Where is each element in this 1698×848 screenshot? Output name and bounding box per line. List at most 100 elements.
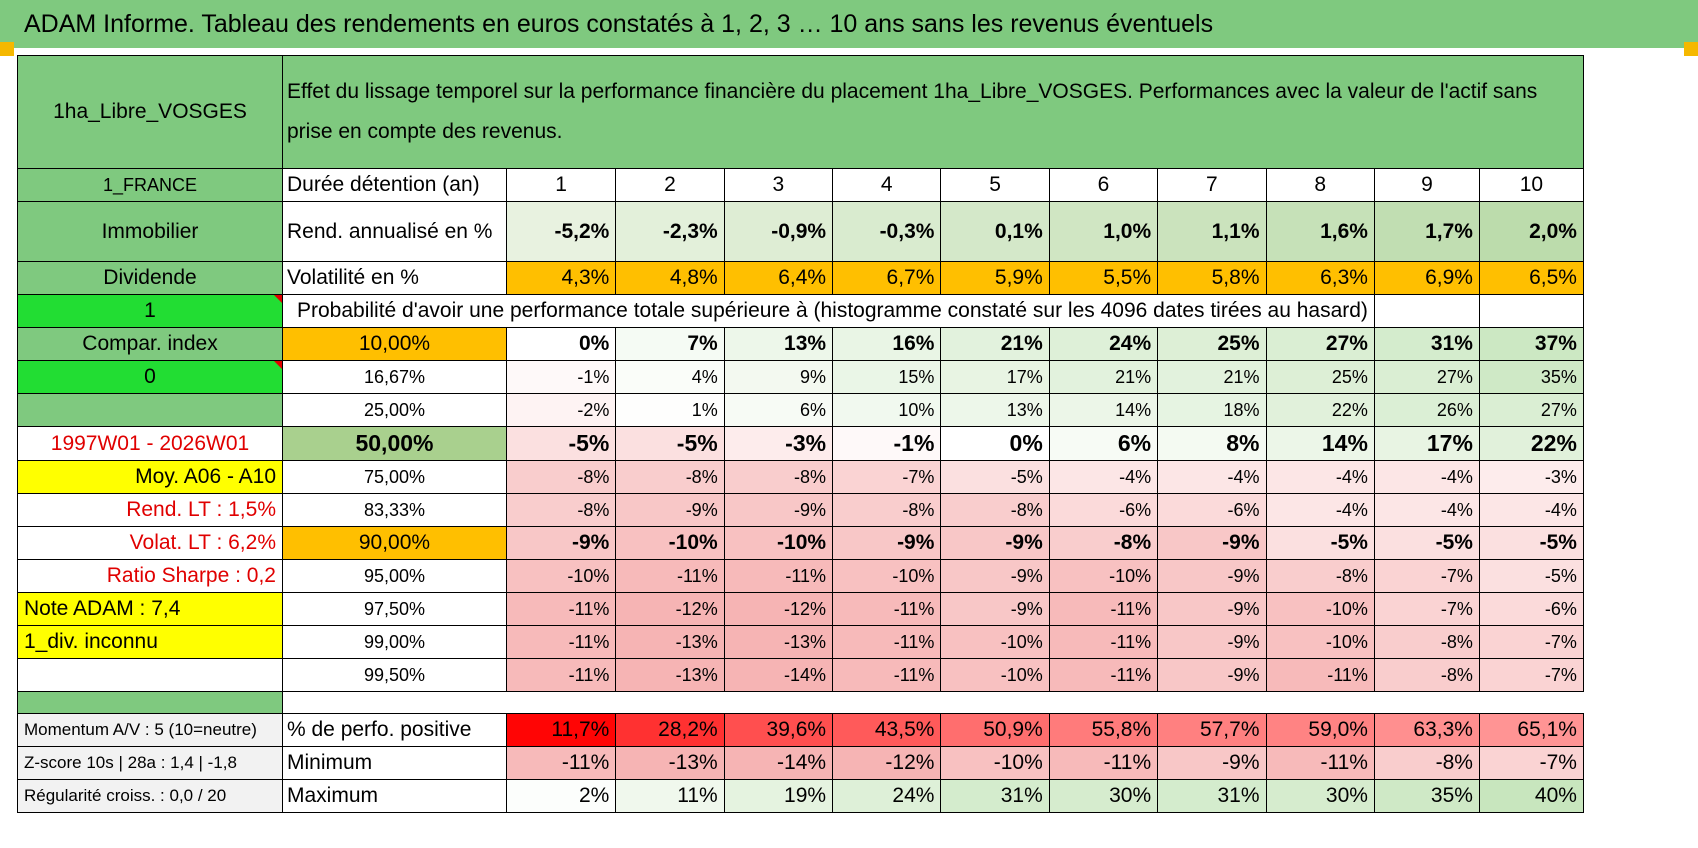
quantile-value: -8%	[940, 493, 1050, 527]
volat-lt-cell: Volat. LT : 6,2%	[17, 526, 283, 560]
year-cell: 6	[1048, 168, 1159, 202]
spacer-gap	[282, 691, 1584, 714]
quantile-value: -2%	[505, 393, 617, 427]
quantile-value: 13%	[940, 393, 1050, 427]
probability-caption-row: 1 Probabilité d'avoir une performance to…	[17, 294, 1584, 328]
pct_pos-value: 59,0%	[1265, 713, 1375, 747]
rend-value: -0,3%	[832, 201, 942, 262]
quantile-value: -8%	[1265, 559, 1375, 593]
quantile-value: -9%	[940, 526, 1050, 560]
note-adam-cell: Note ADAM : 7,4	[17, 592, 283, 626]
quantile-value: 13%	[723, 327, 834, 361]
quantile-value: 27%	[1265, 327, 1375, 361]
quantile-label: 99,50%	[282, 658, 507, 692]
quantile-value: -10%	[1265, 592, 1375, 626]
year-cell: 7	[1157, 168, 1267, 202]
vol-value: 6,5%	[1478, 261, 1584, 295]
maximum-value: 35%	[1373, 779, 1480, 813]
rend-label: Rend. annualisé en %	[282, 201, 507, 262]
duration-label: Durée détention (an)	[282, 168, 507, 202]
year-cell: 2	[615, 168, 725, 202]
duration-row: 1_FRANCE Durée détention (an) 1 2 3 4 5 …	[17, 168, 1584, 202]
quantile-value: 27%	[1373, 360, 1480, 394]
quantile-value: -6%	[1048, 493, 1159, 527]
minimum-value: -11%	[505, 746, 617, 780]
rend-lt-cell: Rend. LT : 1,5%	[17, 493, 283, 527]
minimum-label: Minimum	[282, 746, 507, 780]
quantile-value: -8%	[1373, 625, 1480, 659]
quantile-label: 99,00%	[282, 625, 507, 659]
quantile-value: -4%	[1373, 493, 1480, 527]
pct-positive-row: Momentum A/V : 5 (10=neutre) % de perfo.…	[17, 713, 1584, 747]
maximum-value: 40%	[1478, 779, 1584, 813]
quantile-value: -9%	[1157, 658, 1267, 692]
minimum-value: -13%	[615, 746, 725, 780]
rend-value: 0,1%	[940, 201, 1050, 262]
empty-cell	[1478, 294, 1584, 328]
quantile-value: -8%	[832, 493, 942, 527]
empty-side-cell	[17, 658, 283, 692]
vol-value: 5,9%	[940, 261, 1050, 295]
momentum-cell: Momentum A/V : 5 (10=neutre)	[17, 713, 283, 747]
quantile-value: 9%	[723, 360, 834, 394]
minimum-value: -12%	[832, 746, 942, 780]
pct_pos-value: 43,5%	[832, 713, 942, 747]
maximum-value: 30%	[1048, 779, 1159, 813]
performance-table: 1ha_Libre_VOSGES Effet du lissage tempor…	[17, 55, 1584, 813]
quantile-value: 17%	[940, 360, 1050, 394]
quantile-value: -14%	[723, 658, 834, 692]
header-row: 1ha_Libre_VOSGES Effet du lissage tempor…	[17, 55, 1584, 169]
year-cell: 3	[723, 168, 834, 202]
quantile-label: 25,00%	[282, 393, 507, 427]
quantile-value: 26%	[1373, 393, 1480, 427]
minimum-value: -8%	[1373, 746, 1480, 780]
maximum-value: 2%	[505, 779, 617, 813]
quantile-value: -10%	[1265, 625, 1375, 659]
quantile-value: -5%	[940, 460, 1050, 494]
year-cell: 4	[832, 168, 942, 202]
quantile-value: 4%	[615, 360, 725, 394]
probability-caption: Probabilité d'avoir une performance tota…	[282, 294, 1375, 328]
year-cell: 8	[1265, 168, 1375, 202]
rend-value: 1,1%	[1157, 201, 1267, 262]
country-cell: 1_FRANCE	[17, 168, 283, 202]
maximum-row: Régularité croiss. : 0,0 / 20 Maximum 2%…	[17, 779, 1584, 813]
maximum-value: 30%	[1265, 779, 1375, 813]
quantile-value: -5%	[1478, 526, 1584, 560]
quantile-row: Ratio Sharpe : 0,2 95,00% -10% -11% -11% -10…	[17, 559, 1584, 593]
quantile-value: 22%	[1265, 393, 1375, 427]
quantile-value: -8%	[1048, 526, 1159, 560]
quantile-value: -9%	[832, 526, 942, 560]
pct_pos-value: 39,6%	[723, 713, 834, 747]
empty-cell	[1373, 294, 1480, 328]
blank-green-cell	[17, 393, 283, 427]
year-cell: 9	[1373, 168, 1480, 202]
left-edge-marker	[0, 42, 14, 56]
vol-value: 6,4%	[723, 261, 834, 295]
quantile-value: 31%	[1373, 327, 1480, 361]
minimum-value: -7%	[1478, 746, 1584, 780]
quantile-value: -12%	[615, 592, 725, 626]
vol-value: 6,9%	[1373, 261, 1480, 295]
quantile-value: -10%	[940, 625, 1050, 659]
flag-zero-cell: 0	[17, 360, 283, 394]
quantile-value: -11%	[1265, 658, 1375, 692]
minimum-row: Z-score 10s | 28a : 1,4 | -1,8 Minimum -…	[17, 746, 1584, 780]
quantile-value: 0%	[940, 426, 1050, 461]
quantile-value: -10%	[1048, 559, 1159, 593]
quantile-value: 22%	[1478, 426, 1584, 461]
type-cell: Dividende	[17, 261, 283, 295]
rend-value: 1,0%	[1048, 201, 1159, 262]
pct_pos-value: 57,7%	[1157, 713, 1267, 747]
div-cell: 1_div. inconnu	[17, 625, 283, 659]
quantile-value: -4%	[1157, 460, 1267, 494]
quantile-value: -4%	[1265, 493, 1375, 527]
vol-row: Dividende Volatilité en % 4,3% 4,8% 6,4%…	[17, 261, 1584, 295]
quantile-value: -9%	[1157, 526, 1267, 560]
quantile-value: -11%	[832, 658, 942, 692]
compar-index-cell: Compar. index	[17, 327, 283, 361]
quantile-label: 16,67%	[282, 360, 507, 394]
quantile-value: -13%	[723, 625, 834, 659]
maximum-label: Maximum	[282, 779, 507, 813]
quantile-value: -11%	[615, 559, 725, 593]
